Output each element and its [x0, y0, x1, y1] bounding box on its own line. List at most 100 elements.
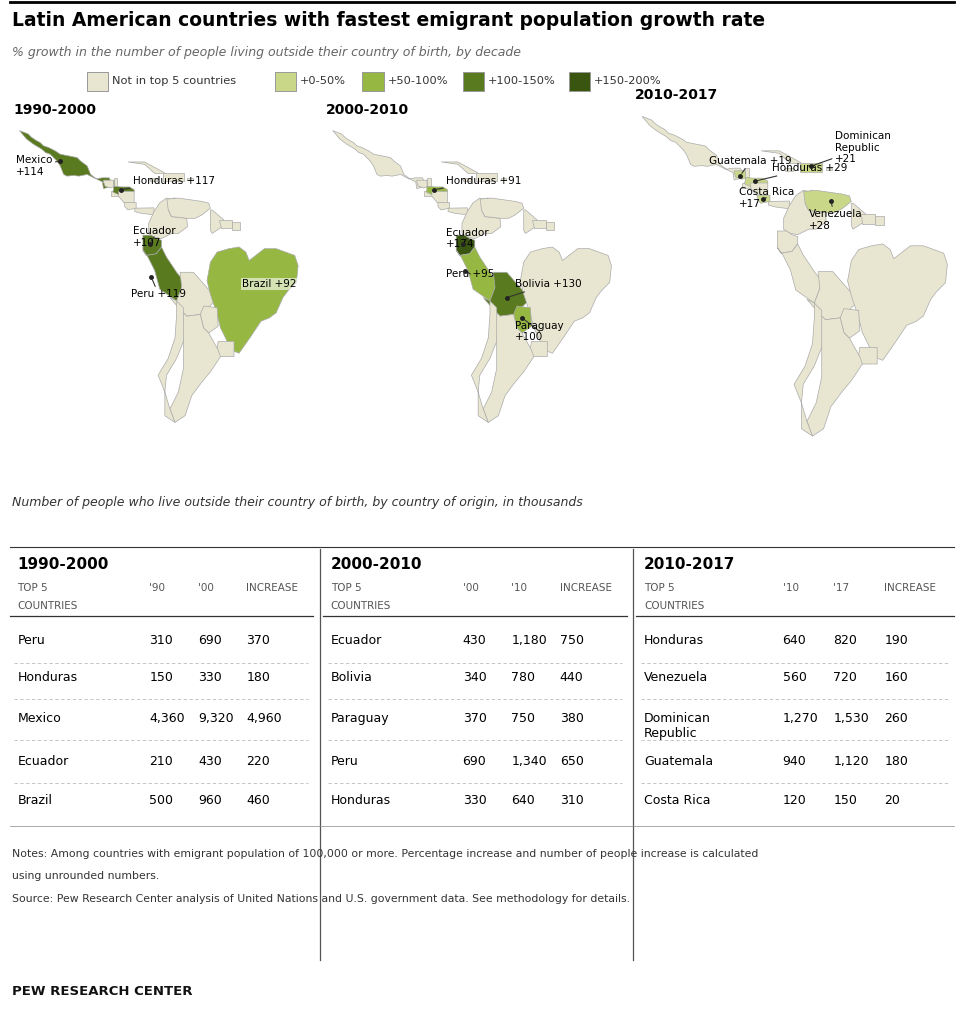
Polygon shape	[170, 309, 221, 423]
Text: Bolivia +130: Bolivia +130	[509, 280, 582, 297]
Text: 560: 560	[783, 671, 807, 684]
Text: Venezuela
+28: Venezuela +28	[809, 204, 863, 230]
Polygon shape	[150, 178, 157, 180]
Polygon shape	[642, 117, 748, 180]
Polygon shape	[546, 221, 553, 230]
Polygon shape	[807, 312, 863, 436]
Polygon shape	[456, 247, 496, 301]
Polygon shape	[851, 204, 866, 229]
Polygon shape	[751, 183, 767, 196]
Text: Peru: Peru	[331, 755, 359, 768]
Text: 150: 150	[834, 794, 857, 807]
Text: 640: 640	[511, 794, 535, 807]
Polygon shape	[875, 216, 884, 225]
Polygon shape	[807, 271, 859, 319]
Text: Honduras +117: Honduras +117	[123, 176, 215, 189]
Text: 2010-2017: 2010-2017	[635, 88, 718, 101]
Text: Ecuador: Ecuador	[17, 755, 68, 768]
Polygon shape	[427, 178, 431, 186]
Polygon shape	[768, 201, 790, 209]
Text: Peru: Peru	[17, 634, 45, 647]
Polygon shape	[187, 178, 193, 180]
Polygon shape	[532, 220, 546, 228]
Polygon shape	[483, 272, 530, 316]
Polygon shape	[128, 162, 165, 173]
Text: Honduras +91: Honduras +91	[437, 176, 522, 189]
Text: '00: '00	[198, 583, 214, 593]
Text: 960: 960	[198, 794, 222, 807]
Text: '10: '10	[511, 583, 527, 593]
Text: Venezuela: Venezuela	[644, 671, 709, 684]
Text: 310: 310	[149, 634, 174, 647]
Text: 330: 330	[198, 671, 222, 684]
Text: 190: 190	[884, 634, 908, 647]
Polygon shape	[207, 247, 298, 353]
Text: 1,530: 1,530	[834, 712, 870, 725]
Polygon shape	[744, 177, 767, 186]
Text: 260: 260	[884, 712, 908, 725]
Polygon shape	[799, 163, 822, 171]
Text: 160: 160	[884, 671, 908, 684]
Polygon shape	[500, 178, 506, 180]
Text: 4,960: 4,960	[247, 712, 282, 725]
Text: 340: 340	[463, 671, 487, 684]
Polygon shape	[448, 208, 468, 215]
Text: 120: 120	[783, 794, 806, 807]
Polygon shape	[143, 247, 183, 301]
Text: 380: 380	[560, 712, 583, 725]
Text: 180: 180	[884, 755, 908, 768]
Polygon shape	[483, 309, 534, 423]
Text: Honduras: Honduras	[17, 671, 77, 684]
Polygon shape	[785, 168, 793, 171]
Polygon shape	[762, 151, 801, 164]
Text: Honduras +29: Honduras +29	[758, 163, 847, 180]
Text: Costa Rica: Costa Rica	[644, 794, 710, 807]
Text: 780: 780	[511, 671, 535, 684]
Text: TOP 5: TOP 5	[17, 583, 48, 593]
Text: Source: Pew Research Center analysis of United Nations and U.S. government data.: Source: Pew Research Center analysis of …	[12, 894, 629, 904]
Text: 4,360: 4,360	[149, 712, 185, 725]
Text: 1990-2000: 1990-2000	[17, 557, 109, 572]
Polygon shape	[426, 186, 447, 195]
FancyBboxPatch shape	[362, 72, 384, 91]
Polygon shape	[471, 301, 496, 423]
Text: 1,180: 1,180	[511, 634, 547, 647]
Polygon shape	[735, 171, 745, 179]
Text: 2000-2010: 2000-2010	[326, 103, 410, 117]
Polygon shape	[480, 198, 523, 218]
Text: 820: 820	[834, 634, 857, 647]
Text: Mexico
+114: Mexico +114	[16, 156, 58, 177]
Text: Number of people who live outside their country of birth, by country of origin, : Number of people who live outside their …	[12, 497, 582, 509]
Text: Peru +95: Peru +95	[446, 269, 495, 279]
Text: 940: 940	[783, 755, 806, 768]
Text: 640: 640	[783, 634, 806, 647]
Text: Dominican
Republic
+21: Dominican Republic +21	[814, 131, 891, 166]
Text: '00: '00	[463, 583, 478, 593]
Polygon shape	[135, 208, 154, 215]
Text: 430: 430	[198, 755, 222, 768]
Text: INCREASE: INCREASE	[884, 583, 936, 593]
Text: 1,120: 1,120	[834, 755, 870, 768]
Polygon shape	[201, 306, 218, 333]
Polygon shape	[148, 198, 187, 239]
Text: +150-200%: +150-200%	[594, 76, 662, 86]
Polygon shape	[124, 203, 136, 210]
Polygon shape	[745, 168, 749, 178]
Polygon shape	[113, 186, 134, 195]
Text: Honduras: Honduras	[644, 634, 704, 647]
Text: '10: '10	[783, 583, 798, 593]
Text: TOP 5: TOP 5	[331, 583, 362, 593]
Text: 180: 180	[247, 671, 270, 684]
Polygon shape	[464, 178, 470, 180]
Text: Brazil: Brazil	[17, 794, 52, 807]
Text: 20: 20	[884, 794, 900, 807]
Text: Latin American countries with fastest emigrant population growth rate: Latin American countries with fastest em…	[12, 11, 764, 30]
FancyBboxPatch shape	[569, 72, 590, 91]
Polygon shape	[859, 347, 877, 365]
Polygon shape	[847, 244, 948, 360]
Polygon shape	[784, 190, 826, 234]
Text: Ecuador: Ecuador	[331, 634, 382, 647]
Text: Ecuador
+107: Ecuador +107	[133, 226, 175, 248]
Text: % growth in the number of people living outside their country of birth, by decad: % growth in the number of people living …	[12, 46, 521, 58]
Polygon shape	[804, 190, 851, 213]
